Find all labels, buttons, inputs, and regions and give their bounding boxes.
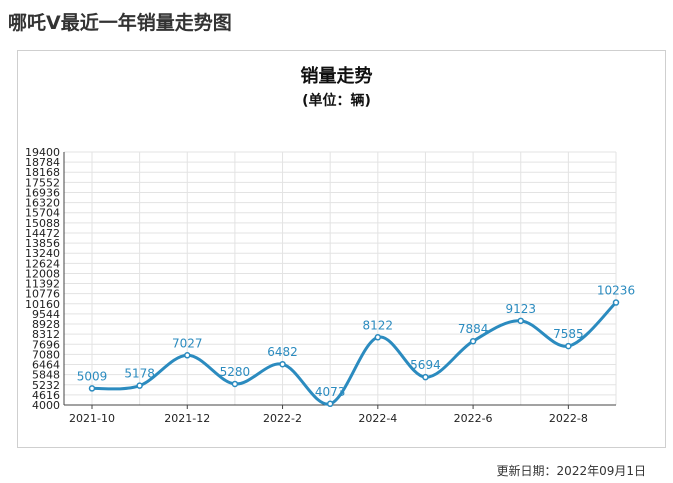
data-label: 10236 bbox=[597, 284, 635, 298]
update-date: 更新日期：2022年09月1日 bbox=[496, 464, 646, 478]
y-tick-label: 12624 bbox=[25, 257, 60, 270]
y-tick-label: 16320 bbox=[25, 197, 60, 210]
data-point bbox=[469, 337, 477, 345]
data-point bbox=[612, 299, 620, 306]
y-tick-label: 5848 bbox=[32, 369, 60, 382]
y-tick-label: 9544 bbox=[32, 308, 60, 321]
y-tick-label: 8312 bbox=[32, 328, 60, 341]
chart-title: 销量走势 bbox=[300, 66, 373, 87]
chart-frame bbox=[17, 50, 666, 448]
data-point bbox=[374, 334, 382, 341]
y-tick-label: 10160 bbox=[25, 298, 60, 311]
y-tick-label: 15088 bbox=[25, 217, 60, 230]
y-tick-label: 10776 bbox=[25, 288, 60, 301]
y-tick-label: 16936 bbox=[25, 186, 60, 199]
data-label: 5009 bbox=[77, 369, 108, 383]
y-tick-label: 7080 bbox=[32, 348, 60, 361]
data-point bbox=[231, 380, 239, 388]
y-tick-label: 17552 bbox=[25, 176, 60, 189]
x-tick-label: 2021-12 bbox=[164, 412, 210, 425]
x-tick-label: 2022-4 bbox=[358, 412, 397, 425]
y-tick-label: 7696 bbox=[32, 338, 60, 351]
y-tick-label: 19400 bbox=[25, 146, 60, 159]
y-tick-label: 4000 bbox=[32, 399, 60, 412]
x-tick-label: 2022-6 bbox=[454, 412, 493, 425]
series-line bbox=[91, 301, 618, 406]
y-tick-label: 11392 bbox=[25, 278, 60, 291]
page-title: 哪吒V最近一年销量走势图 bbox=[8, 12, 232, 34]
data-point bbox=[88, 385, 96, 392]
data-label: 7585 bbox=[553, 327, 584, 341]
y-tick-label: 18168 bbox=[25, 166, 60, 179]
data-label: 5280 bbox=[220, 365, 251, 379]
y-tick-label: 5232 bbox=[32, 379, 60, 392]
data-label: 5694 bbox=[410, 358, 441, 372]
x-tick-label: 2021-10 bbox=[69, 412, 115, 425]
y-tick-label: 14472 bbox=[25, 227, 60, 240]
data-point bbox=[422, 373, 429, 381]
data-point bbox=[565, 342, 572, 350]
chart-subtitle: (单位：辆) bbox=[302, 93, 371, 109]
data-label: 8122 bbox=[363, 318, 394, 332]
y-tick-label: 4616 bbox=[32, 389, 60, 402]
y-tick-label: 13240 bbox=[25, 247, 60, 260]
data-label: 7884 bbox=[458, 322, 489, 336]
y-tick-label: 13856 bbox=[25, 237, 60, 250]
data-point bbox=[326, 400, 334, 408]
data-label: 5178 bbox=[124, 367, 155, 381]
x-tick-label: 2022-2 bbox=[263, 412, 302, 425]
data-point bbox=[184, 352, 191, 359]
y-tick-label: 15704 bbox=[25, 207, 60, 220]
x-tick-label: 2022-8 bbox=[549, 412, 588, 425]
y-tick-label: 6464 bbox=[32, 359, 60, 372]
data-label: 4073 bbox=[315, 385, 346, 399]
y-tick-label: 8928 bbox=[32, 318, 60, 331]
data-point bbox=[517, 317, 524, 325]
data-label: 7027 bbox=[172, 336, 203, 350]
data-point bbox=[279, 360, 286, 368]
data-label: 6482 bbox=[267, 345, 298, 359]
y-tick-label: 12008 bbox=[25, 267, 60, 280]
data-label: 9123 bbox=[505, 302, 536, 316]
y-tick-label: 18784 bbox=[25, 156, 60, 169]
data-point bbox=[136, 382, 143, 389]
